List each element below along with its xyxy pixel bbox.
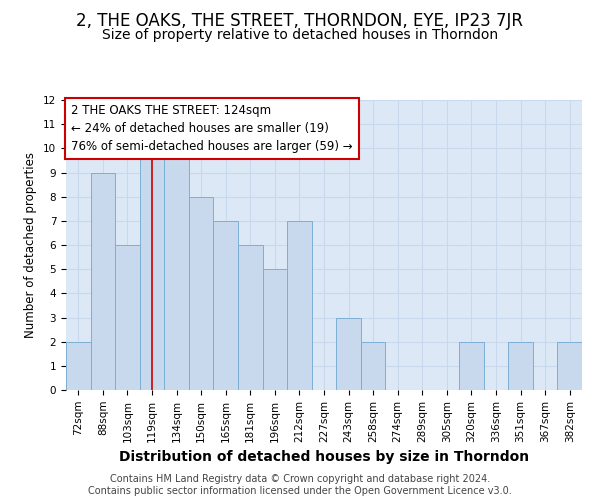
Bar [557,342,582,390]
Bar [508,342,533,390]
Text: Contains HM Land Registry data © Crown copyright and database right 2024.
Contai: Contains HM Land Registry data © Crown c… [88,474,512,496]
X-axis label: Distribution of detached houses by size in Thorndon: Distribution of detached houses by size … [119,450,529,464]
Bar [336,318,361,390]
Bar [164,148,189,390]
Bar [459,342,484,390]
Text: 2, THE OAKS, THE STREET, THORNDON, EYE, IP23 7JR: 2, THE OAKS, THE STREET, THORNDON, EYE, … [77,12,523,30]
Bar [238,245,263,390]
Bar [287,221,312,390]
Y-axis label: Number of detached properties: Number of detached properties [25,152,37,338]
Bar [263,269,287,390]
Bar [361,342,385,390]
Bar [66,342,91,390]
Bar [140,148,164,390]
Bar [115,245,140,390]
Bar [91,172,115,390]
Bar [214,221,238,390]
Text: 2 THE OAKS THE STREET: 124sqm
← 24% of detached houses are smaller (19)
76% of s: 2 THE OAKS THE STREET: 124sqm ← 24% of d… [71,104,353,154]
Text: Size of property relative to detached houses in Thorndon: Size of property relative to detached ho… [102,28,498,42]
Bar [189,196,214,390]
